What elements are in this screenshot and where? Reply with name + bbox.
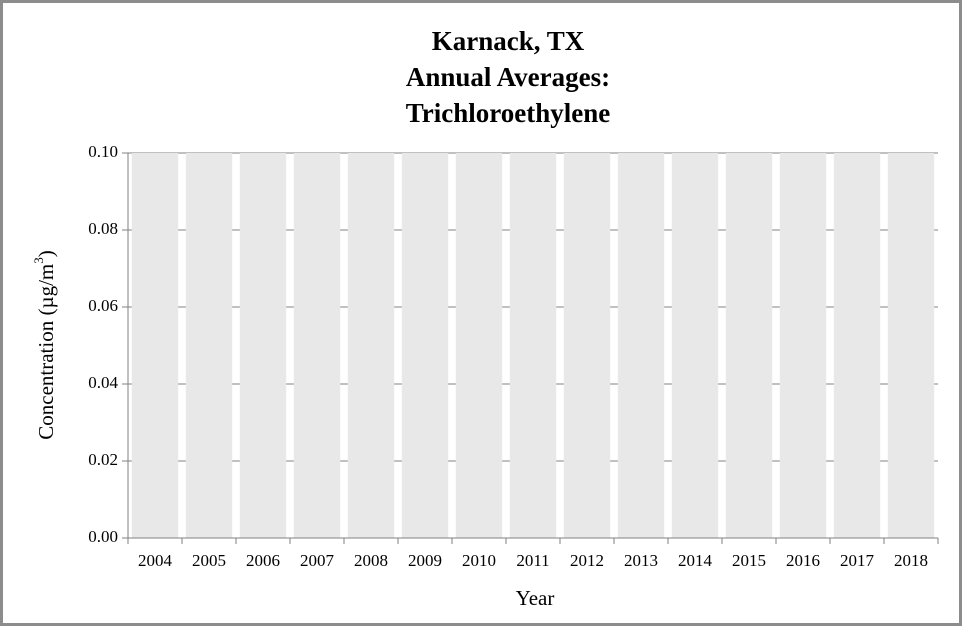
bar <box>401 153 449 538</box>
bar <box>725 153 773 538</box>
x-tick-label: 2008 <box>354 551 388 570</box>
y-axis-label-sup: 3 <box>31 257 46 264</box>
y-tick-label: 0.04 <box>88 373 118 392</box>
bar <box>455 153 503 538</box>
y-tick-label: 0.10 <box>88 142 118 161</box>
x-axis-label: Year <box>516 586 555 610</box>
x-tick-label: 2013 <box>624 551 658 570</box>
y-axis-label-end: ) <box>34 250 58 257</box>
bar <box>293 153 341 538</box>
bar <box>185 153 233 538</box>
bar <box>509 153 557 538</box>
bar <box>239 153 287 538</box>
x-tick-label: 2014 <box>678 551 713 570</box>
bar <box>617 153 665 538</box>
y-tick-label: 0.02 <box>88 450 118 469</box>
x-tick-label: 2017 <box>840 551 875 570</box>
x-tick-label: 2018 <box>894 551 928 570</box>
x-tick-label: 2010 <box>462 551 496 570</box>
bar <box>887 153 935 538</box>
x-tick-label: 2004 <box>138 551 173 570</box>
x-tick-label: 2009 <box>408 551 442 570</box>
bar <box>563 153 611 538</box>
bar <box>131 153 179 538</box>
x-tick-label: 2006 <box>246 551 280 570</box>
chart-title: Karnack, TX <box>432 26 585 56</box>
bar <box>833 153 881 538</box>
chart-title: Trichloroethylene <box>406 98 610 128</box>
y-tick-label: 0.08 <box>88 219 118 238</box>
chart-title: Annual Averages: <box>406 62 610 92</box>
x-tick-label: 2005 <box>192 551 226 570</box>
x-tick-label: 2015 <box>732 551 766 570</box>
x-tick-label: 2012 <box>570 551 604 570</box>
y-tick-label: 0.00 <box>88 527 118 546</box>
bar <box>671 153 719 538</box>
bar <box>779 153 827 538</box>
y-axis-label: Concentration (µg/m3) <box>31 250 58 439</box>
x-tick-label: 2007 <box>300 551 335 570</box>
x-tick-label: 2016 <box>786 551 820 570</box>
y-axis-label-text: Concentration (µg/m <box>34 264 58 440</box>
x-tick-label: 2011 <box>516 551 549 570</box>
y-tick-label: 0.06 <box>88 296 118 315</box>
bar <box>347 153 395 538</box>
